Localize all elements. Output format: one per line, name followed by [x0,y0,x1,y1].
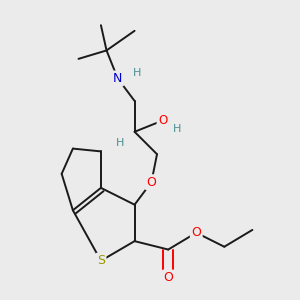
Text: O: O [158,114,167,127]
Text: H: H [116,138,125,148]
Text: O: O [163,271,173,284]
Text: N: N [113,72,122,85]
Text: O: O [146,176,156,189]
Text: H: H [172,124,181,134]
Text: H: H [133,68,142,78]
Text: S: S [97,254,105,267]
Text: O: O [191,226,201,239]
